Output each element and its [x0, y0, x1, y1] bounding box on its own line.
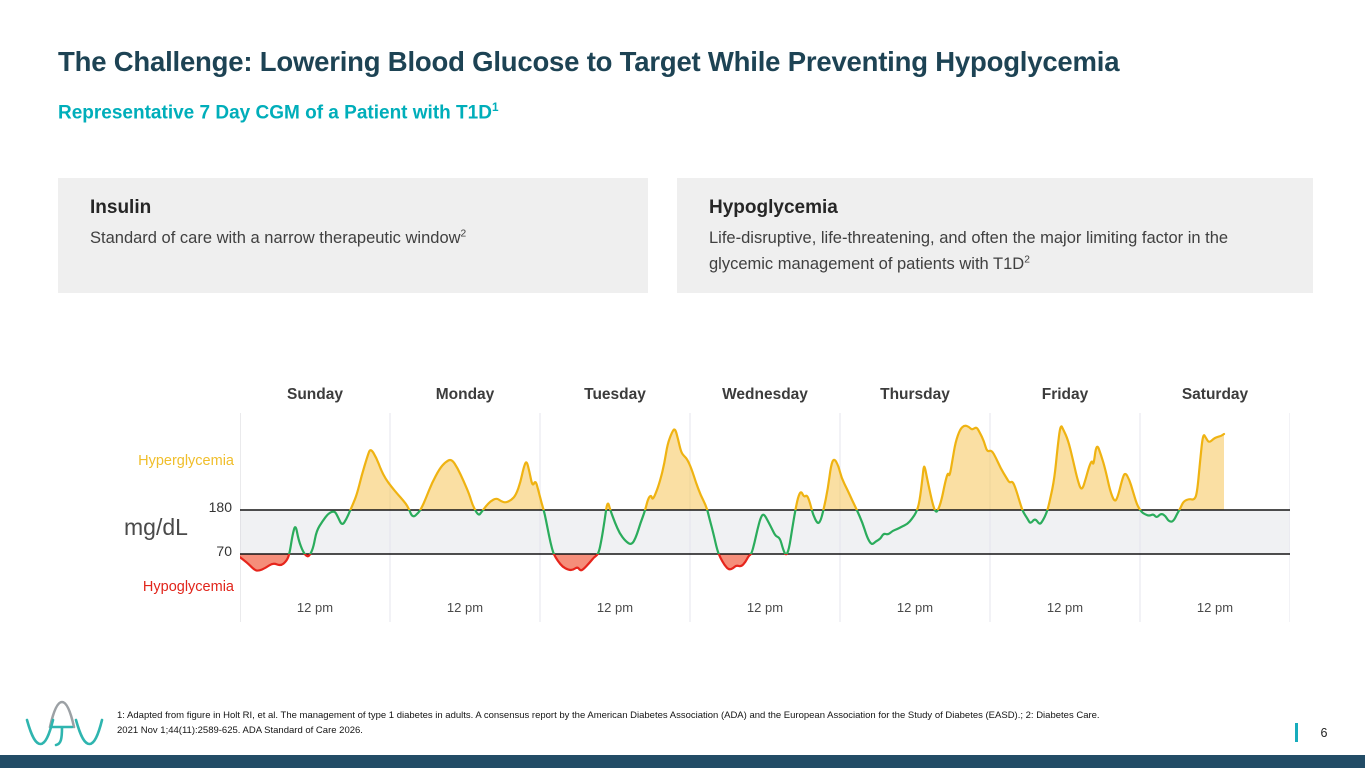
page-number-accent-bar — [1295, 723, 1298, 742]
y-axis-tick-180: 180 — [208, 499, 232, 515]
day-label-tuesday: Tuesday — [584, 386, 646, 403]
insulin-callout-title: Insulin — [90, 197, 152, 218]
glucose-trace-high — [349, 424, 1226, 510]
logo-right-v — [74, 718, 104, 746]
slide-subtitle-text: Representative 7 Day CGM of a Patient wi… — [58, 102, 492, 124]
vtv-logo — [25, 700, 104, 747]
logo-t — [50, 725, 74, 747]
footnote-line-1: 1: Adapted from figure in Holt RI, et al… — [117, 710, 1100, 721]
y-axis-tick-70: 70 — [216, 543, 232, 559]
day-label-sunday: Sunday — [287, 386, 343, 403]
slide-subtitle: Representative 7 Day CGM of a Patient wi… — [58, 101, 499, 124]
time-label-12pm: 12 pm — [596, 600, 634, 615]
logo-gray-peak — [48, 700, 76, 729]
insulin-callout-body: Standard of care with a narrow therapeut… — [90, 228, 467, 248]
bottom-accent-bar — [0, 755, 1365, 768]
hypoglycemia-footnote-marker: 2 — [1024, 254, 1030, 266]
time-label-12pm: 12 pm — [896, 600, 934, 615]
hypoglycemia-callout-title: Hypoglycemia — [709, 197, 838, 218]
hypoglycemia-callout-body: Life-disruptive, life-threatening, and o… — [709, 229, 1229, 273]
day-label-wednesday: Wednesday — [722, 386, 808, 403]
cgm-trace-plot — [240, 413, 1290, 622]
hyperglycemia-zone-label: Hyperglycemia — [138, 453, 234, 469]
glucose-trace-in-range — [287, 510, 1181, 554]
time-label-12pm: 12 pm — [446, 600, 484, 615]
time-label-12pm: 12 pm — [1046, 600, 1084, 615]
hyperglycemia-area — [240, 425, 1224, 510]
footnote-line-2: 2021 Nov 1;44(11):2589-625. ADA Standard… — [117, 725, 363, 736]
day-label-thursday: Thursday — [880, 386, 950, 403]
footnote: 1: Adapted from figure in Holt RI, et al… — [117, 708, 1262, 738]
time-label-12pm: 12 pm — [296, 600, 334, 615]
page-number: 6 — [1320, 726, 1328, 740]
time-label-12pm: 12 pm — [1196, 600, 1234, 615]
slide-subtitle-footnote-marker: 1 — [491, 101, 499, 114]
hypoglycemia-area — [240, 554, 1224, 571]
day-label-monday: Monday — [435, 386, 495, 403]
y-axis-unit-label: mg/dL — [124, 514, 188, 540]
slide-title: The Challenge: Lowering Blood Glucose to… — [58, 46, 1120, 77]
insulin-footnote-marker: 2 — [460, 228, 467, 240]
hypoglycemia-zone-label: Hypoglycemia — [142, 579, 234, 595]
insulin-callout: Insulin Standard of care with a narrow t… — [58, 178, 648, 293]
time-label-12pm: 12 pm — [746, 600, 784, 615]
day-label-saturday: Saturday — [1181, 386, 1249, 403]
day-label-friday: Friday — [1041, 386, 1089, 403]
hypoglycemia-callout: Hypoglycemia Life-disruptive, life-threa… — [677, 178, 1313, 293]
logo-left-v — [25, 718, 55, 746]
